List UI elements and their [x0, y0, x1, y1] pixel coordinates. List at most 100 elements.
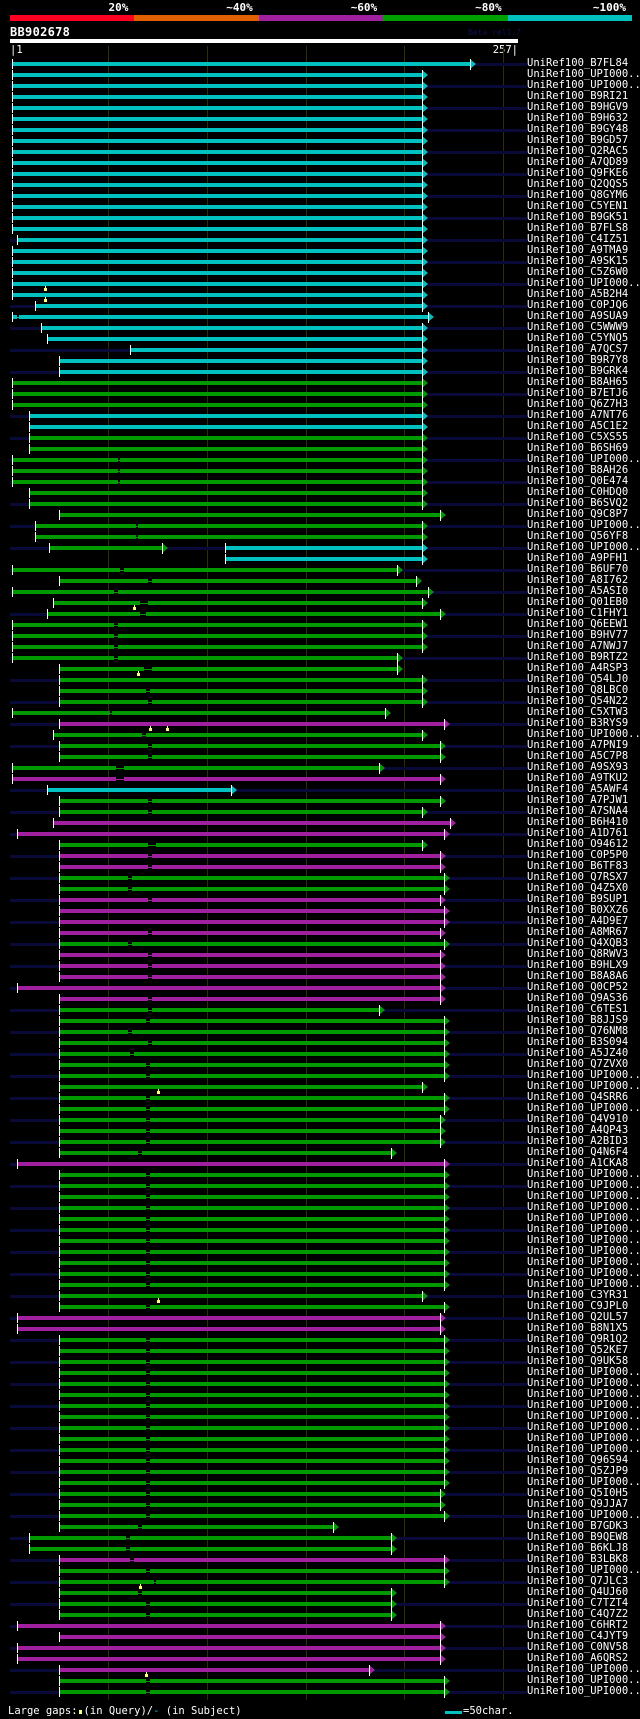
alignment-bar[interactable]: [58, 953, 440, 957]
hit-label[interactable]: UniRef100_B9GRK4: [527, 365, 629, 377]
alignment-bar[interactable]: [58, 1613, 391, 1617]
alignment-bar[interactable]: [58, 876, 444, 880]
alignment-bar[interactable]: [58, 1118, 440, 1122]
hit-label[interactable]: UniRef100_B7FLS8: [527, 222, 629, 234]
alignment-bar[interactable]: [11, 458, 423, 462]
hit-label[interactable]: UniRef100_C6HRT2: [527, 1619, 629, 1631]
hit-label[interactable]: UniRef100_O94612: [527, 838, 629, 850]
hit-label[interactable]: UniRef100_B9QEW8: [527, 1531, 629, 1543]
hit-label[interactable]: UniRef100_B6TF83: [527, 860, 629, 872]
alignment-bar[interactable]: [58, 1558, 444, 1562]
hit-label[interactable]: UniRef100_UPI000..: [527, 1685, 640, 1697]
hit-label[interactable]: UniRef100_A5C7P8: [527, 750, 629, 762]
alignment-bar[interactable]: [58, 1580, 444, 1584]
alignment-bar[interactable]: [58, 1261, 444, 1265]
alignment-bar[interactable]: [29, 502, 423, 506]
alignment-bar[interactable]: [17, 1162, 444, 1166]
hit-label[interactable]: UniRef100_A5ASI0: [527, 585, 629, 597]
hit-label[interactable]: UniRef100_A5JZ40: [527, 1047, 629, 1059]
alignment-bar[interactable]: [11, 623, 423, 627]
hit-label[interactable]: UniRef100_UPI000..: [527, 541, 640, 553]
hit-label[interactable]: UniRef100_A9PFH1: [527, 552, 629, 564]
hit-label[interactable]: UniRef100_B3S094: [527, 1036, 629, 1048]
alignment-bar[interactable]: [58, 1448, 444, 1452]
hit-label[interactable]: UniRef100_A9SUA9: [527, 310, 629, 322]
alignment-bar[interactable]: [17, 986, 440, 990]
hit-label[interactable]: UniRef100_B9HGV9: [527, 101, 629, 113]
hit-label[interactable]: UniRef100_UPI000..: [527, 68, 640, 80]
alignment-bar[interactable]: [58, 1184, 444, 1188]
alignment-bar[interactable]: [58, 678, 423, 682]
hit-label[interactable]: UniRef100_Q9JJA7: [527, 1498, 629, 1510]
hit-label[interactable]: UniRef100_Q54N22: [527, 695, 629, 707]
hit-label[interactable]: UniRef100_B7GDK3: [527, 1520, 629, 1532]
alignment-bar[interactable]: [11, 777, 440, 781]
hit-label[interactable]: UniRef100_UPI000..: [527, 1212, 640, 1224]
hit-label[interactable]: UniRef100_B6KLJ8: [527, 1542, 629, 1554]
hit-label[interactable]: UniRef100_UPI000..: [527, 453, 640, 465]
hit-label[interactable]: UniRef100_A7NWJ7: [527, 640, 629, 652]
hit-label[interactable]: UniRef100_B8AH26: [527, 464, 629, 476]
alignment-bar[interactable]: [58, 1129, 440, 1133]
alignment-bar[interactable]: [58, 887, 444, 891]
hit-label[interactable]: UniRef100_B9H632: [527, 112, 629, 124]
alignment-bar[interactable]: [58, 1503, 440, 1507]
alignment-bar[interactable]: [11, 656, 397, 660]
alignment-bar[interactable]: [58, 1338, 444, 1342]
hit-label[interactable]: UniRef100_UPI000..: [527, 1234, 640, 1246]
hit-label[interactable]: UniRef100_A9SK15: [527, 255, 629, 267]
alignment-bar[interactable]: [11, 260, 423, 264]
hit-label[interactable]: UniRef100_B6SH69: [527, 442, 629, 454]
alignment-bar[interactable]: [11, 392, 423, 396]
hit-label[interactable]: UniRef100_UPI000..: [527, 1432, 640, 1444]
hit-label[interactable]: UniRef100_C5WWW9: [527, 321, 629, 333]
alignment-bar[interactable]: [11, 161, 423, 165]
hit-label[interactable]: UniRef100_UPI000..: [527, 1102, 640, 1114]
alignment-bar[interactable]: [11, 480, 423, 484]
alignment-bar[interactable]: [58, 909, 444, 913]
alignment-bar[interactable]: [17, 1646, 440, 1650]
alignment-bar[interactable]: [11, 590, 429, 594]
alignment-bar[interactable]: [58, 1360, 444, 1364]
alignment-bar[interactable]: [41, 326, 423, 330]
hit-label[interactable]: UniRef100_B9HV77: [527, 629, 629, 641]
alignment-bar[interactable]: [11, 645, 423, 649]
hit-label[interactable]: UniRef100_UPI000..: [527, 519, 640, 531]
alignment-bar[interactable]: [47, 612, 440, 616]
alignment-bar[interactable]: [29, 447, 423, 451]
hit-label[interactable]: UniRef100_A7PNI9: [527, 739, 629, 751]
alignment-bar[interactable]: [49, 546, 162, 550]
hit-label[interactable]: UniRef100_A7PJW1: [527, 794, 629, 806]
alignment-bar[interactable]: [58, 854, 440, 858]
hit-label[interactable]: UniRef100_UPI000..: [527, 1278, 640, 1290]
hit-label[interactable]: UniRef100_Q2QQS5: [527, 178, 629, 190]
alignment-bar[interactable]: [58, 1283, 444, 1287]
alignment-bar[interactable]: [58, 1052, 444, 1056]
alignment-bar[interactable]: [58, 1514, 444, 1518]
hit-label[interactable]: UniRef100_B3RYS9: [527, 717, 629, 729]
hit-label[interactable]: UniRef100_A4RSP3: [527, 662, 629, 674]
alignment-bar[interactable]: [58, 1019, 444, 1023]
hit-label[interactable]: UniRef100_Q8LBC0: [527, 684, 629, 696]
hit-label[interactable]: UniRef100_UPI000..: [527, 1069, 640, 1081]
alignment-bar[interactable]: [11, 183, 423, 187]
hit-label[interactable]: UniRef100_Q9R1Q2: [527, 1333, 629, 1345]
hit-label[interactable]: UniRef100_UPI000..: [527, 277, 640, 289]
alignment-bar[interactable]: [11, 568, 397, 572]
alignment-bar[interactable]: [52, 601, 423, 605]
hit-label[interactable]: UniRef100_C5Z6W0: [527, 266, 629, 278]
hit-label[interactable]: UniRef100_UPI000..: [527, 728, 640, 740]
alignment-bar[interactable]: [11, 73, 423, 77]
alignment-bar[interactable]: [58, 744, 440, 748]
hit-label[interactable]: UniRef100_C0HDQ0: [527, 486, 629, 498]
hit-label[interactable]: UniRef100_A5C1E2: [527, 420, 629, 432]
alignment-bar[interactable]: [58, 1470, 444, 1474]
hit-label[interactable]: UniRef100_UPI000..: [527, 1443, 640, 1455]
alignment-bar[interactable]: [11, 766, 379, 770]
hit-label[interactable]: UniRef100_Q4XQB3: [527, 937, 629, 949]
hit-label[interactable]: UniRef100_A7QD89: [527, 156, 629, 168]
alignment-bar[interactable]: [58, 1063, 444, 1067]
hit-label[interactable]: UniRef100_UPI000..: [527, 1509, 640, 1521]
hit-label[interactable]: UniRef100_B0XXZ6: [527, 904, 629, 916]
hit-label[interactable]: UniRef100_A4QP43: [527, 1124, 629, 1136]
